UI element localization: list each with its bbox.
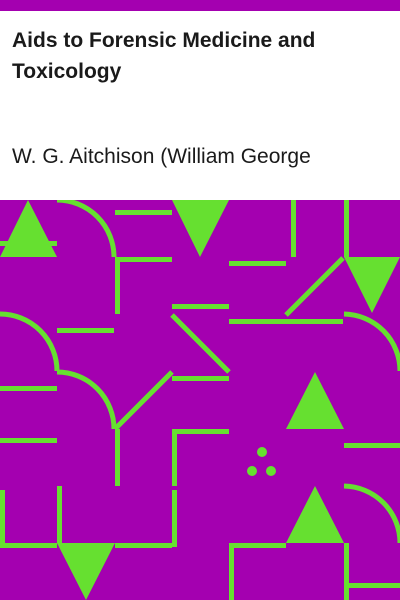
bar-shape [0, 438, 57, 443]
bar-shape [172, 490, 177, 547]
quarter-arc-shape [56, 200, 117, 258]
book-author: W. G. Aitchison (William George [12, 145, 311, 168]
bar-shape [172, 376, 229, 381]
bar-shape [172, 304, 229, 309]
dot-shape [257, 447, 267, 457]
bar-shape [344, 583, 400, 588]
book-title: Aids to Forensic Medicine and Toxicology [12, 29, 316, 83]
bar-shape [0, 543, 57, 548]
bar-shape [344, 443, 400, 448]
bar-shape [115, 257, 120, 314]
triangle-up-shape [286, 486, 344, 543]
triangle-down-shape [344, 257, 400, 313]
bar-shape [57, 328, 114, 333]
bar-shape [115, 257, 172, 262]
bar-shape [344, 200, 349, 257]
triangle-down-shape [172, 200, 229, 257]
triangle-down-shape [57, 543, 115, 600]
diagonal-line-shape [170, 313, 231, 374]
quarter-arc-shape [0, 311, 60, 372]
dot-shape [247, 466, 257, 476]
bar-shape [57, 486, 62, 543]
quarter-arc-shape [343, 483, 400, 544]
bar-shape [172, 429, 177, 486]
bar-shape [115, 543, 172, 548]
bar-shape [0, 386, 57, 391]
bar-shape [0, 490, 5, 547]
dot-shape [266, 466, 276, 476]
triangle-up-shape [286, 372, 344, 429]
quarter-arc-shape [343, 311, 400, 372]
bar-shape [172, 429, 229, 434]
quarter-arc-shape [56, 369, 117, 430]
cover-pattern [0, 200, 400, 600]
bar-shape [229, 319, 286, 324]
bar-shape [0, 241, 57, 246]
bar-shape [229, 261, 286, 266]
bar-shape [291, 200, 296, 257]
bar-shape [344, 543, 349, 600]
bar-shape [229, 543, 286, 548]
bar-shape [115, 210, 172, 215]
diagonal-line-shape [113, 370, 174, 431]
bar-shape [286, 319, 343, 324]
bar-shape [115, 429, 120, 486]
diagonal-line-shape [284, 256, 345, 317]
bar-shape [229, 543, 234, 600]
top-color-bar [0, 0, 400, 11]
